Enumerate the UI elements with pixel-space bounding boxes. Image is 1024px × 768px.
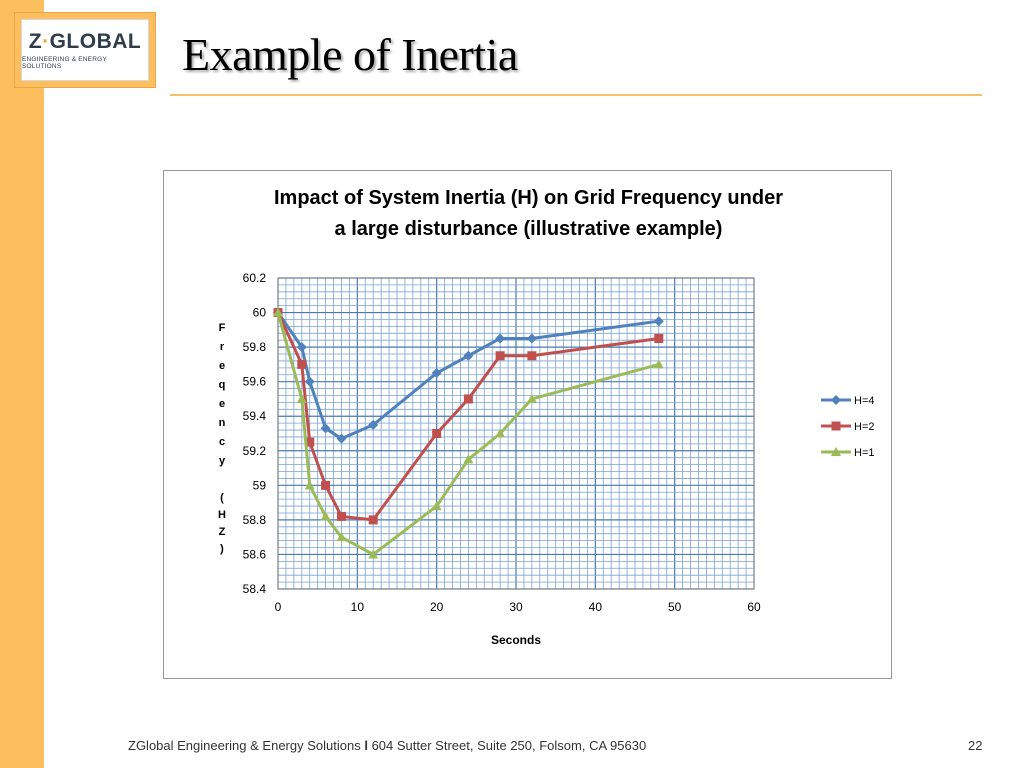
y-axis-title-char: r [220,341,225,353]
footer-text: ZGlobal Engineering & Energy Solutions l… [128,738,646,753]
x-tick-label: 10 [351,600,365,614]
data-point [831,421,841,431]
data-point [305,437,315,447]
data-point [304,480,315,490]
footer-separator: l [364,738,368,753]
data-point [432,429,442,438]
data-point [463,394,473,404]
y-tick-label: 59 [253,478,267,492]
frequency-chart: 0 10 20 30 40 50 60 58.4 58.6 58.8 59 59.2 59.4 59.6 5… [218,271,875,647]
data-point [463,454,474,464]
x-tick-label: 40 [589,600,603,614]
logo-panel: Z·GLOBAL ENGINEERING & ENERGY SOLUTIONS [21,19,149,81]
title-underline [170,94,982,96]
data-point [495,333,506,344]
data-point [526,393,537,403]
plot-border [277,277,755,590]
data-point [273,307,283,317]
data-point [495,428,506,438]
y-axis-title-char: H [218,509,226,521]
logo-name: GLOBAL [49,30,142,53]
data-point [527,351,537,361]
y-axis-title-char: Z [219,526,226,538]
y-axis-title-char: e [219,360,225,372]
y-tick-label: 60.2 [243,271,267,285]
y-tick-label: 60 [253,306,267,320]
data-point [654,333,664,343]
legend-label: H=2 [854,421,875,433]
data-point [296,393,307,403]
logo-dot: · [42,30,50,53]
data-point [431,368,442,379]
y-tick-label: 58.4 [243,582,267,596]
y-axis-title-char: ( [220,492,224,504]
x-tick-label: 50 [668,600,682,614]
y-tick-label: 59.2 [243,444,267,458]
y-tick-label: 58.8 [243,513,267,527]
logo-wordmark: Z·GLOBAL [29,30,141,54]
company-logo: Z·GLOBAL ENGINEERING & ENERGY SOLUTIONS [14,12,156,88]
data-point [831,447,841,456]
chart-title-line-1: Impact of System Inertia (H) on Grid Fre… [274,187,783,209]
data-point [653,359,664,369]
x-tick-label: 30 [509,600,523,614]
data-point [336,532,347,542]
data-point [336,511,346,521]
data-point [431,501,442,511]
page-number: 22 [968,738,983,753]
data-point [304,376,315,387]
footer-address: 604 Sutter Street, Suite 250, Folsom, CA… [371,738,647,753]
y-axis-title-char: e [219,398,225,410]
chart-title-line-2: a large disturbance (illustrative exampl… [334,218,723,240]
x-axis-title: Seconds [491,633,541,647]
x-tick-label: 0 [275,600,282,614]
logo-tagline: ENGINEERING & ENERGY SOLUTIONS [22,56,107,70]
y-tick-label: 59.6 [243,375,267,389]
data-point [463,350,474,361]
y-axis-title-char: q [219,379,226,391]
data-point [368,549,379,559]
data-point [320,511,331,521]
data-point [297,359,307,369]
data-point [368,419,379,430]
data-point [320,423,331,434]
legend-label: H=1 [854,447,875,459]
chart-frame: Impact of System Inertia (H) on Grid Fre… [163,170,892,679]
y-tick-label: 59.8 [243,340,267,354]
data-point [321,480,331,490]
y-axis-title-char: F [219,322,226,334]
y-axis-title-char: c [219,436,225,448]
y-tick-label: 58.6 [243,547,267,561]
footer-company: ZGlobal Engineering & Energy Solutions [128,738,361,753]
data-point [526,333,537,344]
logo-prefix: Z [28,30,43,53]
data-point [336,433,347,444]
slide-title: Example of Inertia [182,29,518,80]
y-axis-title-char: ) [220,543,224,555]
x-tick-label: 20 [430,600,444,614]
data-point [495,351,505,361]
data-point [296,342,307,353]
y-axis-title-char: y [219,455,226,467]
data-point [653,316,664,327]
legend-label: H=4 [854,395,875,407]
left-accent-bar [0,0,44,768]
x-tick-label: 60 [747,600,761,614]
data-point [831,395,841,405]
data-point [368,515,378,525]
y-tick-label: 59.4 [243,409,267,423]
y-axis-title-char: n [219,417,226,429]
